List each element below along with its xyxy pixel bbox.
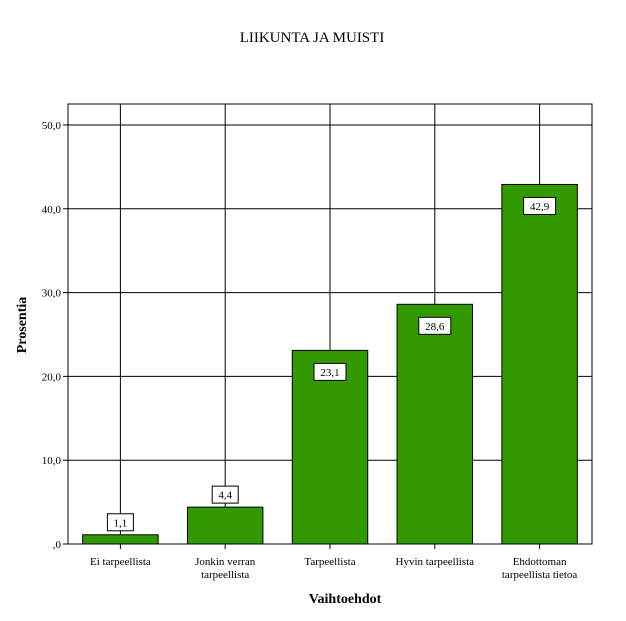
bar-4 [501,183,578,545]
x-axis-title: Vaihtoehdot [309,592,382,607]
bar-2 [291,349,369,545]
data-label-box-0 [106,513,134,532]
data-label-box-2 [313,362,347,381]
y-tick-label-1: 10,0 [42,455,62,467]
bar-1 [186,506,264,545]
y-axis-title: Prosentia [15,297,30,354]
plot-area: ,0 10,0 20,0 30,0 40,0 50,0 Ei tarpeellista Jon… [42,103,593,581]
y-tick-label-3: 30,0 [42,288,62,300]
y-tick-label-4: 40,0 [42,204,62,216]
data-label-box-1 [211,485,239,504]
data-label-3: 28,6 [425,321,445,333]
data-label-0: 1,1 [114,517,128,529]
data-label-4: 42,9 [530,201,550,213]
bar-0 [82,534,159,545]
data-label-2: 23,1 [320,367,339,379]
data-label-box-3 [418,316,452,335]
y-tick-label-0: ,0 [53,539,62,551]
x-category-label-0: Ei tarpeellista [90,556,151,568]
y-tick-label-2: 20,0 [42,371,62,383]
bar-3 [396,303,474,545]
x-category-label-1: Jonkin verran tarpeellista [195,556,256,581]
data-label-1: 4,4 [218,490,232,502]
y-tick-label-5: 50,0 [42,120,62,132]
x-category-label-4: Ehdottoman tarpeellista tietoa [502,556,578,581]
data-label-box-4 [523,196,557,215]
x-category-label-2: Tarpeellista [304,556,355,568]
x-category-label-3: Hyvin tarpeellista [396,556,475,568]
chart-title: LIIKUNTA JA MUISTI [240,30,385,46]
